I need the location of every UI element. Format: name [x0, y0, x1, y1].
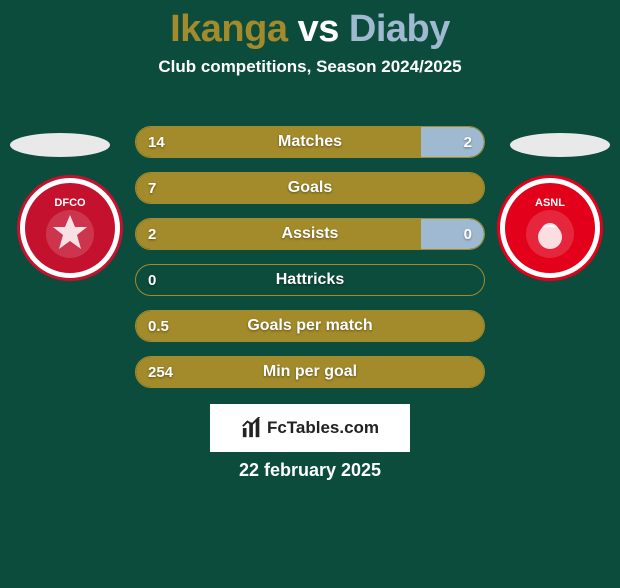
stat-bars: 142Matches7Goals20Assists0Hattricks0.5Go…: [135, 126, 485, 402]
team2-badge-text: ASNL: [535, 197, 565, 209]
stat-fill-left: [136, 173, 484, 203]
stat-fill-right: [421, 127, 484, 157]
player1-silhouette: [10, 133, 110, 157]
player2-silhouette: [510, 133, 610, 157]
team1-badge: DFCO: [20, 178, 120, 278]
stat-row: 0Hattricks: [135, 264, 485, 296]
stat-value-left: 0.5: [148, 311, 169, 341]
stat-value-left: 2: [148, 219, 156, 249]
date-text: 22 february 2025: [0, 460, 620, 481]
team1-badge-text: DFCO: [54, 197, 85, 209]
stat-row: 142Matches: [135, 126, 485, 158]
stat-row: 7Goals: [135, 172, 485, 204]
stat-value-left: 14: [148, 127, 165, 157]
stat-row: 0.5Goals per match: [135, 310, 485, 342]
watermark-text: FcTables.com: [267, 418, 379, 438]
title-vs: vs: [298, 8, 339, 50]
stat-label: Hattricks: [136, 265, 484, 295]
comparison-title: Ikanga vs Diaby: [0, 8, 620, 51]
stat-value-left: 254: [148, 357, 173, 387]
stat-value-left: 7: [148, 173, 156, 203]
stat-fill-left: [136, 219, 421, 249]
stat-row: 254Min per goal: [135, 356, 485, 388]
team2-badge: ASNL: [500, 178, 600, 278]
watermark: FcTables.com: [210, 404, 410, 452]
stat-fill-left: [136, 127, 421, 157]
player1-name: Ikanga: [170, 8, 287, 50]
stat-value-left: 0: [148, 265, 156, 295]
stat-fill-right: [421, 219, 484, 249]
chart-icon: [241, 417, 263, 439]
player2-name: Diaby: [349, 8, 450, 50]
team1-crest-icon: [45, 209, 95, 259]
subtitle: Club competitions, Season 2024/2025: [0, 57, 620, 77]
stat-row: 20Assists: [135, 218, 485, 250]
stat-fill-left: [136, 311, 484, 341]
stat-value-right: 2: [464, 127, 472, 157]
stat-fill-left: [136, 357, 484, 387]
stat-value-right: 0: [464, 219, 472, 249]
team2-crest-icon: [525, 209, 575, 259]
